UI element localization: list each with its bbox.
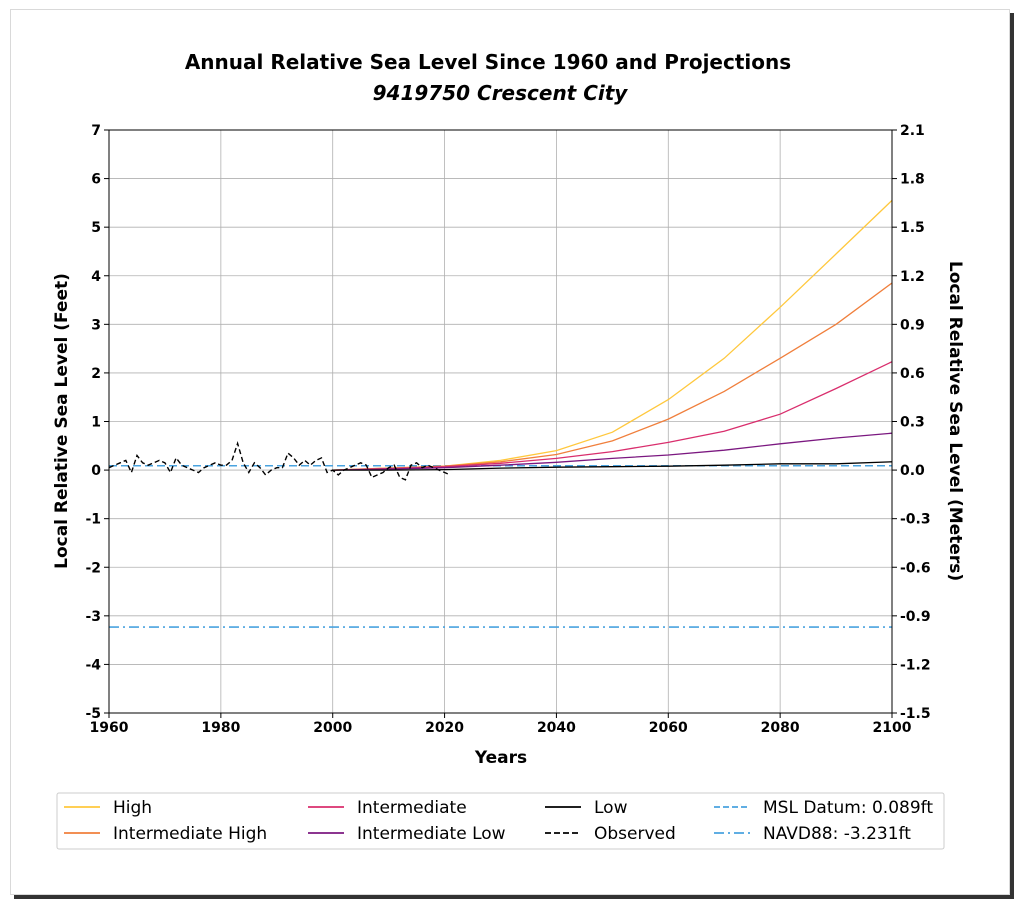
y-right-tick-label: 0.6 [900,366,925,382]
legend-label: Observed [594,824,676,844]
y-axis-left-ticks: -5 -4 -3 -2 -1 0 1 2 3 4 5 6 7 [85,123,109,722]
legend-label: NAVD88: -3.231ft [763,824,911,844]
x-tick-label: 2100 [873,720,912,736]
x-tick-label: 2020 [425,720,464,736]
legend-label: Intermediate Low [357,824,506,844]
series-line-3 [332,432,893,471]
y-right-tick-label: 0.3 [900,415,925,431]
legend-box [56,792,945,850]
series-lines [108,199,893,481]
y-tick-label: 7 [91,123,101,139]
chart-subtitle: 9419750 Crescent City [373,81,629,105]
y-tick-label: -2 [85,560,101,576]
y-tick-label: -5 [85,706,101,722]
reference-lines [109,464,892,628]
series-line-4 [332,461,893,471]
y-right-tick-label: 1.8 [900,172,925,188]
x-tick-label: 2060 [649,720,688,736]
y-tick-label: 5 [91,220,101,236]
legend-label: High [113,798,152,818]
y-tick-label: 6 [91,172,101,188]
figure-frame [10,9,1010,895]
y-right-tick-label: 0.9 [900,317,925,333]
x-tick-label: 1960 [90,720,129,736]
y-tick-label: -3 [85,609,101,625]
y-axis-left-label: Local Relative Sea Level (Feet) [52,273,72,569]
y-right-tick-label: 1.2 [900,269,925,285]
grid [108,129,893,714]
y-tick-label: 3 [91,317,101,333]
legend-label: Intermediate High [113,824,267,844]
y-tick-label: -1 [85,512,101,528]
series-line-5 [108,441,451,481]
x-axis-ticks: 1960 1980 2000 2020 2040 2060 2080 2100 [90,713,912,736]
legend-label: MSL Datum: 0.089ft [763,798,933,818]
y-right-tick-label: -0.6 [900,560,931,576]
x-axis-label: Years [474,748,527,768]
y-right-tick-label: 1.5 [900,220,925,236]
y-right-tick-label: -0.3 [900,512,931,528]
chart-title: Annual Relative Sea Level Since 1960 and… [185,50,791,74]
x-tick-label: 2040 [537,720,576,736]
series-line-1 [332,282,893,471]
y-right-tick-label: -1.5 [900,706,931,722]
y-tick-label: -4 [85,657,101,673]
y-tick-label: 2 [91,366,101,382]
y-right-tick-label: -1.2 [900,657,931,673]
x-tick-label: 1980 [201,720,240,736]
y-tick-label: 0 [91,463,101,479]
series-line-2 [332,361,893,471]
y-axis-right-label: Local Relative Sea Level (Meters) [945,261,965,581]
y-right-tick-label: -0.9 [900,609,931,625]
y-right-tick-label: 2.1 [900,123,925,139]
x-tick-label: 2000 [313,720,352,736]
series-line-0 [332,199,893,471]
legend-label: Low [594,798,628,818]
legend: High Intermediate High Intermediate Interme… [56,792,945,850]
y-tick-label: 1 [91,415,101,431]
y-right-tick-label: 0.0 [900,463,925,479]
x-tick-label: 2080 [761,720,800,736]
legend-label: Intermediate [357,798,467,818]
y-axis-right-ticks: -1.5 -1.2 -0.9 -0.6 -0.3 0.0 0.3 0.6 0.9 1.2 1.5 1.… [892,123,931,722]
y-tick-label: 4 [91,269,101,285]
